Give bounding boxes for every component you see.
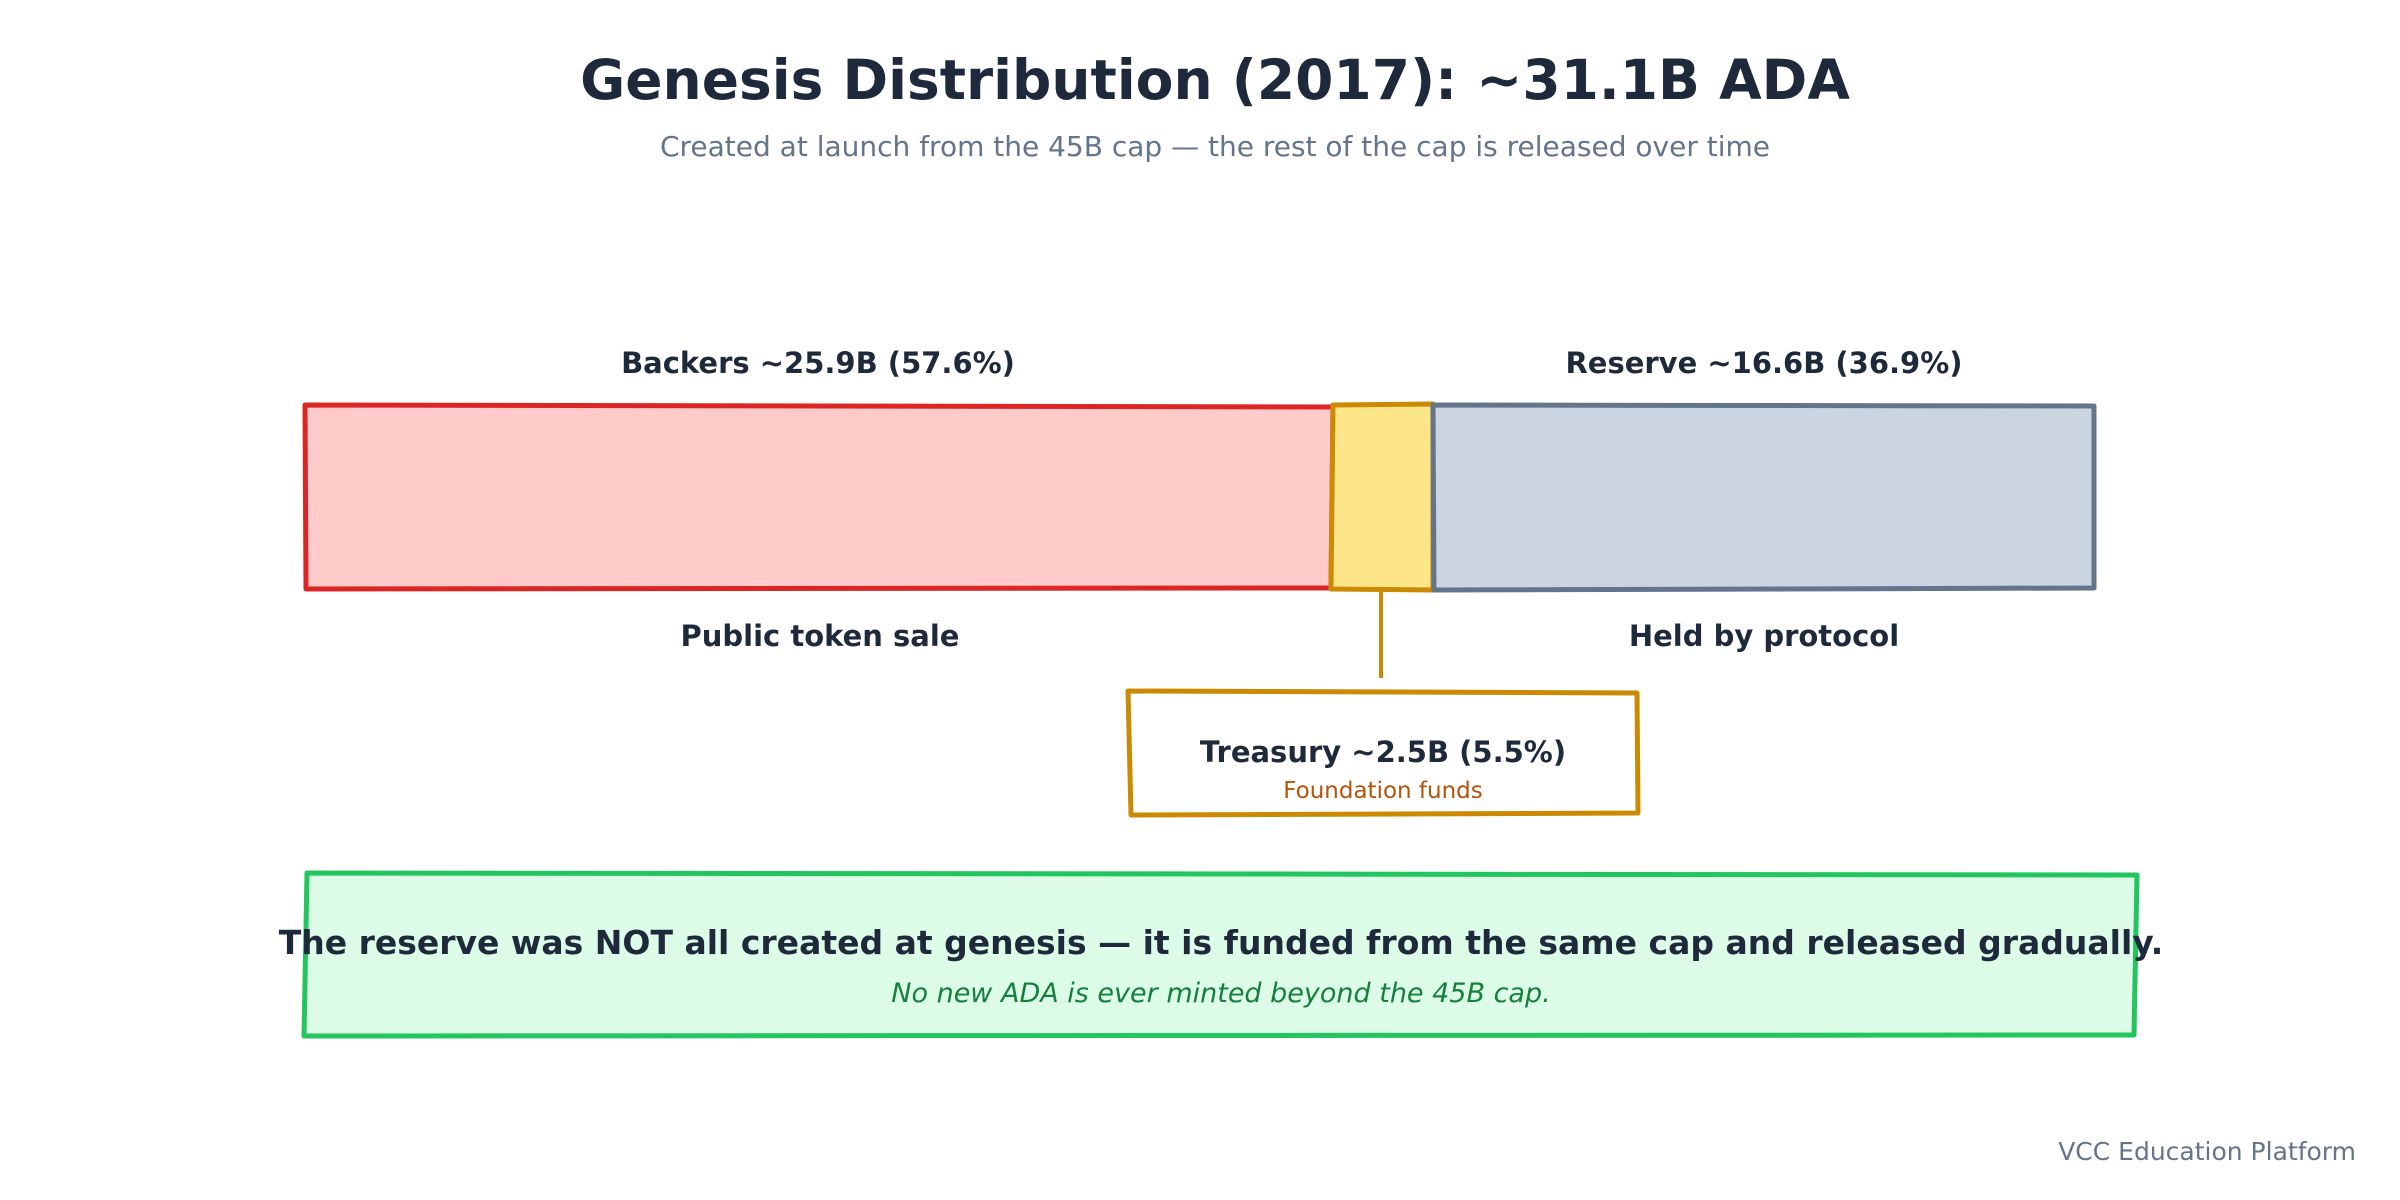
backers-segment [302,402,1336,592]
note-box [301,870,2140,1039]
page-title: Genesis Distribution (2017): ~31.1B ADA [580,48,1850,112]
treasury-callout-subtitle: Foundation funds [1283,778,1483,804]
page-subtitle: Created at launch from the 45B cap — the… [659,130,1771,163]
backers-caption: Public token sale [681,619,960,653]
reserve-caption: Held by protocol [1629,619,1899,653]
footer-credit: VCC Education Platform [2058,1137,2356,1166]
treasury-segment [1328,401,1436,593]
treasury-callout-title: Treasury ~2.5B (5.5%) [1200,735,1566,769]
reserve-segment [1430,402,2097,593]
backers-label: Backers ~25.9B (57.6%) [621,346,1015,380]
reserve-label: Reserve ~16.6B (36.9%) [1565,346,1962,380]
note-sub-text: No new ADA is ever minted beyond the 45B… [891,978,1550,1009]
treasury-callout-box [1125,688,1641,818]
note-main-text: The reserve was NOT all created at genes… [279,923,2164,962]
